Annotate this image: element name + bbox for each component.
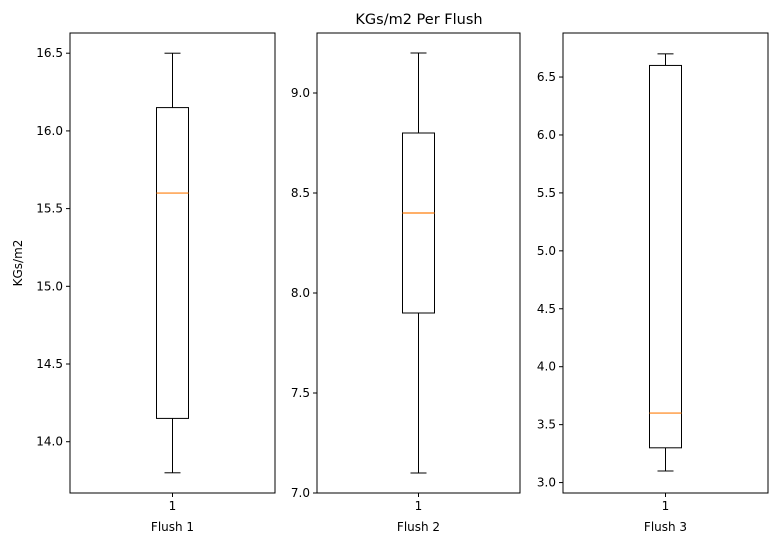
y-tick-label: 8.5 [291, 186, 310, 200]
subplot-1: 14.0 14.5 15.0 15.5 16.0 16.5 1 Flush 1 KGs/m2 [11, 32, 276, 534]
axes-frame [562, 32, 769, 494]
box [649, 64, 682, 449]
box [402, 132, 435, 314]
y-axis-label: KGs/m2 [11, 240, 25, 287]
y-tick-label: 16.5 [36, 46, 63, 60]
y-tick-label: 16.0 [36, 124, 63, 138]
x-tick-label: 1 [169, 499, 177, 513]
y-tick-label: 3.5 [537, 418, 556, 432]
y-tick-label: 5.5 [537, 186, 556, 200]
box [156, 107, 189, 419]
subplot-3: 3.0 3.5 4.0 4.5 5.0 5.5 6.0 6.5 1 Flush 3 [537, 32, 769, 534]
y-tick-label: 5.0 [537, 244, 556, 258]
y-tick-label: 6.5 [537, 70, 556, 84]
x-tick-label: 1 [662, 499, 670, 513]
x-tick-label: 1 [415, 499, 423, 513]
y-tick-label: 3.0 [537, 476, 556, 490]
y-tick-label: 9.0 [291, 86, 310, 100]
x-axis-label: Flush 1 [151, 520, 194, 534]
y-tick-label: 6.0 [537, 128, 556, 142]
x-axis-label: Flush 3 [644, 520, 687, 534]
y-tick-label: 4.0 [537, 360, 556, 374]
x-axis-label: Flush 2 [397, 520, 440, 534]
y-tick-label: 7.5 [291, 386, 310, 400]
y-tick-label: 7.0 [291, 486, 310, 500]
y-tick-label: 14.0 [36, 435, 63, 449]
y-tick-label: 15.5 [36, 202, 63, 216]
y-tick-label: 15.0 [36, 279, 63, 293]
y-tick-label: 8.0 [291, 286, 310, 300]
subplot-2: 7.0 7.5 8.0 8.5 9.0 1 Flush 2 [291, 32, 521, 534]
figure-title: KGs/m2 Per Flush [355, 12, 482, 28]
y-tick-label: 4.5 [537, 302, 556, 316]
y-tick-label: 14.5 [36, 357, 63, 371]
